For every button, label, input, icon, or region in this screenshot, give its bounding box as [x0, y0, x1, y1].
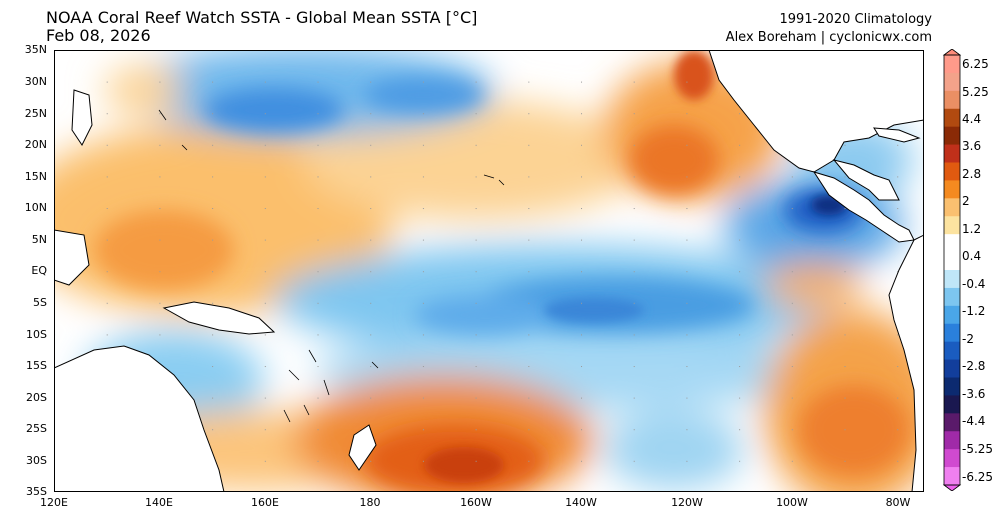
lat-label: 35N	[24, 43, 47, 56]
lat-label: 25S	[26, 422, 47, 435]
colorbar-label: -2.8	[962, 359, 986, 373]
colorbar-label: -2	[962, 332, 974, 346]
lon-label: 160W	[460, 496, 492, 509]
colorbar-bottom-arrow	[942, 484, 962, 491]
colorbar-label: 2.8	[962, 167, 982, 181]
lat-label: 15N	[24, 170, 47, 183]
colorbar-label: -1.2	[962, 304, 986, 318]
colorbar-label: 2	[962, 194, 970, 208]
lon-label: 100W	[776, 496, 808, 509]
colorbar-cell	[944, 162, 960, 181]
lat-label: 15S	[26, 359, 47, 372]
new-zealand	[348, 424, 377, 471]
colorbar	[942, 49, 962, 491]
lat-label: 25N	[24, 107, 47, 120]
lon-label: 120W	[671, 496, 703, 509]
ssta-map	[54, 50, 924, 492]
colorbar-frame	[943, 54, 961, 486]
colorbar-cell	[944, 395, 960, 414]
colorbar-cell	[944, 108, 960, 128]
lat-label: 5N	[31, 233, 47, 246]
colorbar-label: 3.6	[962, 139, 982, 153]
lat-label: 10N	[24, 201, 47, 214]
borneo-sulawesi	[54, 229, 90, 286]
colorbar-cell	[944, 72, 960, 92]
colorbar-label: -4.4	[962, 414, 986, 428]
yucatan-gulf	[832, 159, 900, 201]
colorbar-cell	[944, 180, 960, 199]
colorbar-cell	[944, 144, 960, 163]
colorbar-cell	[944, 90, 960, 110]
colorbar-cell	[944, 413, 960, 432]
colorbar-label: 4.4	[962, 112, 982, 126]
colorbar-cell	[944, 198, 960, 217]
colorbar-cell	[944, 359, 960, 378]
new-guinea	[162, 301, 276, 335]
lon-label: 120E	[40, 496, 68, 509]
climatology-label: 1991-2020 Climatology	[779, 12, 932, 27]
lon-label: 160E	[251, 496, 279, 509]
colorbar-cell	[944, 216, 960, 235]
colorbar-cell	[944, 467, 960, 486]
lat-label: 20N	[24, 138, 47, 151]
colorbar-top-arrow	[942, 49, 962, 56]
colorbar-cell	[944, 55, 960, 74]
colorbar-cell	[944, 431, 960, 450]
colorbar-cell	[944, 377, 960, 396]
lat-label: 30N	[24, 75, 47, 88]
colorbar-cell	[944, 126, 960, 146]
lat-label: EQ	[31, 264, 47, 277]
colorbar-cell	[944, 270, 960, 289]
philippines	[71, 89, 93, 146]
colorbar-label: 5.25	[962, 85, 989, 99]
lat-label: 10S	[26, 328, 47, 341]
map-title: NOAA Coral Reef Watch SSTA - Global Mean…	[46, 8, 478, 27]
south-america	[888, 234, 924, 492]
colorbar-cell	[944, 449, 960, 468]
colorbar-label: -3.6	[962, 387, 986, 401]
lat-label: 35S	[26, 485, 47, 498]
colorbar-label: 6.25	[962, 57, 989, 71]
cuba	[873, 127, 921, 143]
colorbar-label: 0.4	[962, 249, 982, 263]
lat-label: 30S	[26, 454, 47, 467]
lon-label: 180	[359, 496, 381, 509]
colorbar-cell	[944, 234, 960, 253]
central-america	[812, 171, 915, 243]
north-america	[708, 50, 924, 173]
lon-label: 140W	[565, 496, 597, 509]
colorbar-label: 1.2	[962, 222, 982, 236]
map-frame	[54, 50, 924, 492]
landmasses	[54, 50, 924, 492]
lon-label: 80W	[885, 496, 911, 509]
colorbar-label: -0.4	[962, 277, 986, 291]
colorbar-cell	[944, 305, 960, 325]
australia	[54, 345, 225, 492]
map-date: Feb 08, 2026	[46, 26, 151, 45]
colorbar-label: -6.25	[962, 470, 994, 484]
colorbar-cell	[944, 341, 960, 361]
lat-label: 20S	[26, 391, 47, 404]
colorbar-cell	[944, 287, 960, 307]
credit-label: Alex Boreham | cyclonicwx.com	[725, 30, 932, 45]
colorbar-cell	[944, 323, 960, 343]
small-islands	[158, 109, 505, 423]
colorbar-label: -5.25	[962, 442, 994, 456]
colorbar-cell	[944, 252, 960, 271]
lat-label: 5S	[33, 296, 47, 309]
lon-label: 140E	[145, 496, 173, 509]
